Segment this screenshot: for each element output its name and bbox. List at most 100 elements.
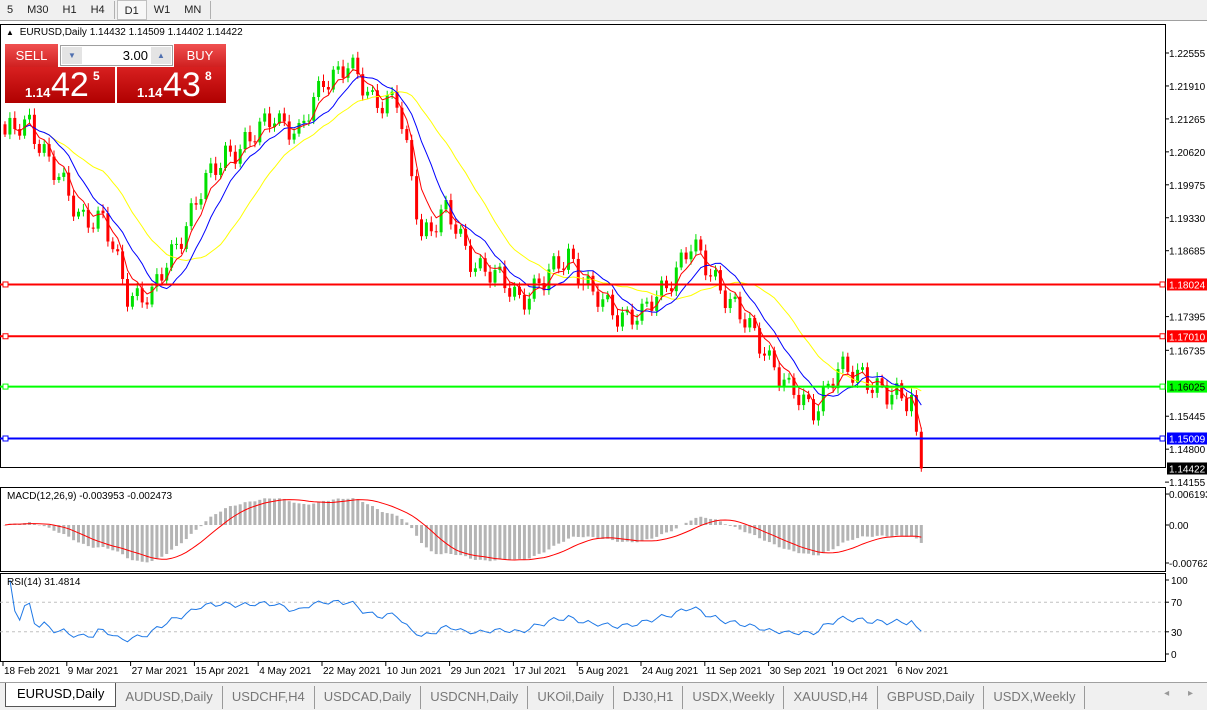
date-label: 9 Mar 2021 [68, 666, 119, 677]
tab-dj30-h1[interactable]: DJ30,H1 [614, 686, 684, 709]
candle-body [248, 131, 252, 142]
chart-tabs: EURUSD,Daily AUDUSD,Daily USDCHF,H4 USDC… [0, 682, 1207, 710]
tab-usdx-weekly-2[interactable]: USDX,Weekly [984, 686, 1086, 709]
candle-body [170, 244, 174, 268]
macd-histogram-bar [405, 522, 409, 525]
candle-body [405, 129, 409, 141]
timeframe-h4[interactable]: H4 [90, 4, 105, 16]
macd-histogram-bar [635, 525, 639, 543]
candle-body [400, 107, 404, 130]
candle-body [91, 227, 95, 229]
candle-body [86, 209, 90, 228]
candle-body [96, 210, 100, 229]
rsi-label: RSI(14) 31.4814 [7, 577, 81, 588]
tab-usdx-weekly[interactable]: USDX,Weekly [683, 686, 785, 709]
buy-price[interactable]: 1.14 43 8 [117, 67, 226, 103]
macd-histogram-bar [581, 525, 585, 538]
candle-body [253, 141, 257, 143]
macd-histogram-bar [718, 521, 722, 525]
candle-body [135, 288, 139, 297]
candle-body [282, 113, 286, 122]
tab-eurusd-daily[interactable]: EURUSD,Daily [5, 683, 117, 707]
candle-body [106, 213, 110, 242]
macd-histogram-bar [268, 498, 272, 525]
macd-histogram-bar [67, 525, 71, 537]
macd-histogram-bar [797, 525, 801, 554]
timeframe-d1[interactable]: D1 [116, 0, 147, 20]
candle-body [8, 117, 12, 135]
rsi-tick-label: 30 [1171, 628, 1183, 639]
macd-histogram-bar [905, 525, 909, 537]
rsi-panel-frame [0, 573, 1166, 662]
candle-body [233, 151, 237, 164]
sell-button[interactable]: SELL [5, 44, 58, 67]
candle-body [880, 378, 884, 386]
candle-body [738, 296, 742, 320]
macd-histogram-bar [326, 500, 330, 525]
macd-histogram-bar [650, 525, 654, 539]
one-click-trading-panel: SELL ▼ ▲ BUY 1.14 42 5 1.14 43 8 [5, 44, 226, 103]
date-label: 4 May 2021 [259, 666, 312, 677]
macd-label: MACD(12,26,9) -0.003953 -0.002473 [7, 491, 173, 502]
candle-body [429, 222, 433, 232]
tab-gbpusd-daily[interactable]: GBPUSD,Daily [878, 686, 985, 709]
increase-lot-icon[interactable]: ▲ [151, 47, 171, 64]
candle-body [341, 66, 345, 78]
sell-price[interactable]: 1.14 42 5 [5, 67, 115, 103]
macd-histogram-bar [674, 525, 678, 529]
macd-histogram-bar [371, 506, 374, 525]
macd-histogram-bar [694, 517, 698, 525]
candle-body [606, 294, 610, 300]
candle-body [72, 195, 76, 217]
timeframe-toolbar: 5 M30 H1 H4 D1 W1 MN [0, 0, 1207, 21]
tab-ukoil-daily[interactable]: UKOil,Daily [528, 686, 614, 709]
timeframe-5[interactable]: 5 [7, 4, 14, 16]
lot-size-input[interactable] [83, 46, 151, 65]
timeframe-w1[interactable]: W1 [153, 4, 171, 16]
candle-body [488, 271, 492, 283]
macd-histogram-bar [665, 525, 668, 533]
candle-body [356, 57, 360, 75]
timeframe-mn[interactable]: MN [184, 4, 202, 16]
macd-histogram-bar [282, 498, 286, 525]
date-label: 27 Mar 2021 [132, 666, 189, 677]
macd-histogram-bar [81, 525, 85, 544]
macd-histogram-bar [361, 502, 365, 525]
macd-histogram-bar [331, 499, 335, 525]
tab-usdcnh-daily[interactable]: USDCNH,Daily [421, 686, 529, 709]
timeframe-h1[interactable]: H1 [62, 4, 77, 16]
macd-histogram-bar [184, 525, 188, 540]
collapse-triangle-icon[interactable]: ▲ [6, 28, 14, 37]
symbol-info: ▲ EURUSD,Daily 1.14432 1.14509 1.14402 1… [6, 27, 243, 38]
tab-xauusd-h4[interactable]: XAUUSD,H4 [784, 686, 878, 709]
macd-histogram-bar [488, 525, 492, 562]
candle-body [351, 57, 355, 69]
macd-histogram-bar [292, 502, 296, 525]
candle-body [410, 140, 414, 177]
ma-slow-line [43, 91, 922, 392]
decrease-lot-icon[interactable]: ▼ [62, 47, 82, 64]
date-label: 15 Apr 2021 [195, 666, 249, 677]
price-chart[interactable]: 1.22555 1.21910 1.21265 1.20620 1.19975 1.193… [0, 21, 1207, 682]
macd-histogram-bar [96, 525, 100, 548]
buy-button[interactable]: BUY [174, 44, 226, 67]
candle-body [689, 251, 693, 260]
candle-body [816, 411, 820, 421]
tab-usdcad-daily[interactable]: USDCAD,Daily [315, 686, 422, 709]
tab-usdchf-h4[interactable]: USDCHF,H4 [223, 686, 315, 709]
candle-body [469, 245, 472, 272]
tab-scroll-arrows-icon[interactable]: ◂ ▸ [1164, 688, 1201, 699]
macd-histogram-bar [336, 498, 340, 525]
candle-body [52, 156, 56, 180]
tab-audusd-daily[interactable]: AUDUSD,Daily [116, 686, 223, 709]
candle-body [336, 66, 340, 70]
timeframe-m30[interactable]: M30 [27, 4, 49, 16]
candle-body [258, 121, 262, 143]
macd-histogram-bar [135, 525, 139, 561]
candle-body [454, 224, 458, 234]
macd-histogram-bar [571, 525, 575, 537]
line-handle-left [2, 383, 9, 390]
macd-signal-line [4, 499, 922, 561]
macd-histogram-bar [861, 525, 864, 537]
macd-histogram-bar [552, 525, 556, 546]
